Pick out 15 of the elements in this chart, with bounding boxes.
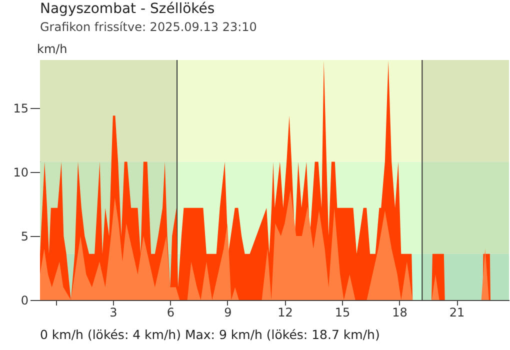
y-tick-label: 0 <box>20 294 28 308</box>
text: 0 km/h (lökés: 4 km/h) Max: 9 km/h (lökés: 18.7 km/h) <box>40 327 380 342</box>
y-axis-title: km/h <box>37 42 68 56</box>
chart-title: Nagyszombat - Széllökés <box>40 1 215 17</box>
y-tick-label: 15 <box>13 102 28 116</box>
x-tick-label: 3 <box>110 306 118 320</box>
y-tick-label: 5 <box>20 230 28 244</box>
x-tick-label: 21 <box>449 306 465 320</box>
x-tick-label: 6 <box>166 306 175 320</box>
x-tick-label: 15 <box>334 306 350 320</box>
chart-subtitle: Grafikon frissítve: 2025.09.13 23:10 <box>40 20 257 34</box>
y-tick-label: 10 <box>13 166 28 180</box>
x-tick-label: 9 <box>224 306 232 320</box>
x-tick-label: 18 <box>392 306 408 320</box>
x-tick-label: 12 <box>278 306 293 320</box>
